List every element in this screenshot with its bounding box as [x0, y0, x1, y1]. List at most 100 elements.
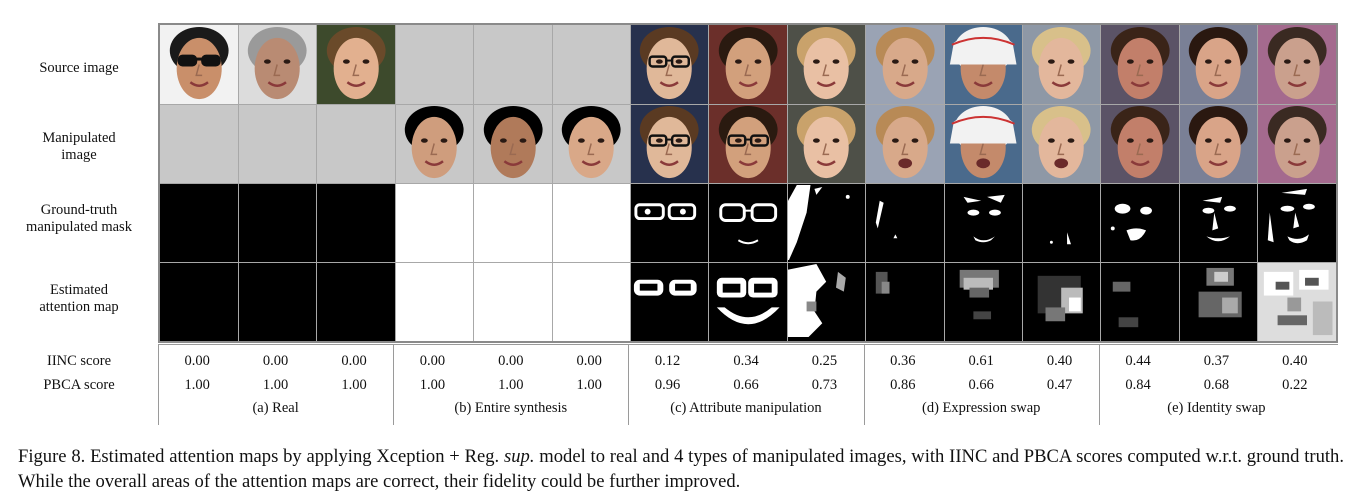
group-separator-line	[628, 345, 630, 425]
source-cell-2	[238, 25, 317, 104]
group-separator-line	[863, 345, 865, 425]
pbca-score-value: 1.00	[262, 377, 289, 393]
iinc-score-value: 0.00	[262, 353, 289, 369]
gt-mask-cell-14	[1179, 183, 1258, 262]
pbca-score-value: 0.22	[1282, 377, 1308, 393]
grid-hline	[160, 261, 1336, 263]
gt-mask-cell-12	[1022, 183, 1101, 262]
iinc-score-value: 0.44	[1125, 353, 1151, 369]
pbca-score-value: 1.00	[184, 377, 210, 393]
figure-caption: Figure 8. Estimated attention maps by ap…	[18, 444, 1344, 494]
source-cell-6	[552, 25, 631, 104]
source-cell-11	[944, 25, 1023, 104]
pbca-score-value: 1.00	[498, 377, 524, 393]
row-label-ground-truth: Ground-truth manipulated mask	[0, 202, 158, 236]
iinc-score-value: 0.00	[341, 353, 367, 369]
attention-map-cell-6	[552, 262, 631, 341]
gt-mask-cell-2	[238, 183, 317, 262]
attention-map-cell-15	[1257, 262, 1336, 341]
gt-mask-cell-1	[160, 183, 239, 262]
attention-map-cell-4	[395, 262, 474, 341]
manipulated-cell-5	[473, 104, 552, 183]
attention-map-cell-7	[630, 262, 709, 341]
attention-map-cell-12	[1022, 262, 1101, 341]
attention-map-cell-11	[944, 262, 1023, 341]
iinc-score-value: 0.36	[890, 353, 916, 369]
gt-mask-cell-11	[944, 183, 1023, 262]
grid-hline	[160, 182, 1336, 184]
source-cell-15	[1257, 25, 1336, 104]
grid-hline	[160, 103, 1336, 105]
manipulated-cell-10	[865, 104, 944, 183]
pbca-score-label: PBCA score	[43, 377, 115, 393]
pbca-score-value: 0.73	[811, 377, 838, 393]
attention-map-cell-14	[1179, 262, 1258, 341]
gt-mask-cell-6	[552, 183, 631, 262]
pbca-score-value: 0.86	[890, 377, 916, 393]
gt-mask-cell-15	[1257, 183, 1336, 262]
iinc-score-value: 0.37	[1203, 353, 1230, 369]
iinc-score-value: 0.40	[1282, 353, 1308, 369]
source-cell-12	[1022, 25, 1101, 104]
source-cell-1	[160, 25, 239, 104]
row-label-source: Source image	[0, 60, 158, 77]
caption-part1: Figure 8. Estimated attention maps by ap…	[18, 446, 504, 467]
manipulated-cell-4	[395, 104, 474, 183]
manipulated-cell-13	[1100, 104, 1180, 183]
gt-mask-cell-4	[395, 183, 474, 262]
row-label-manipulated-line1: Manipulated	[42, 130, 116, 146]
manipulated-cell-11	[944, 104, 1023, 183]
iinc-score-value: 0.12	[654, 353, 681, 369]
attention-map-cell-9	[787, 262, 866, 341]
gt-mask-cell-7	[630, 183, 709, 262]
attention-map-cell-2	[238, 262, 317, 341]
group-separator-line	[158, 345, 159, 425]
row-label-est-line2: attention map	[39, 299, 119, 315]
iinc-score-value: 0.25	[811, 353, 838, 369]
score-separator-line	[158, 344, 1338, 345]
attention-map-cell-1	[160, 262, 239, 341]
gt-mask-cell-13	[1100, 183, 1180, 262]
pbca-score-value: 0.66	[968, 377, 994, 393]
iinc-score-value: 0.00	[419, 353, 446, 369]
source-cell-9	[787, 25, 866, 104]
group-separator-line	[393, 345, 395, 425]
iinc-score-value: 0.61	[968, 353, 994, 369]
pbca-score-value: 0.68	[1203, 377, 1230, 393]
attention-map-cell-13	[1100, 262, 1180, 341]
source-cell-5	[473, 25, 552, 104]
iinc-score-label: IINC score	[46, 353, 112, 369]
manipulated-cell-7	[630, 104, 709, 183]
source-cell-3	[316, 25, 396, 104]
source-cell-8	[708, 25, 788, 104]
manipulated-cell-3	[316, 104, 396, 183]
row-label-gt-line1: Ground-truth	[40, 202, 118, 218]
source-cell-7	[630, 25, 709, 104]
source-cell-10	[865, 25, 944, 104]
gt-mask-cell-5	[473, 183, 552, 262]
row-label-gt-line2: manipulated mask	[26, 219, 132, 235]
row-label-source-text: Source image	[39, 60, 119, 76]
manipulated-cell-9	[787, 104, 866, 183]
row-label-manipulated-line2: image	[61, 147, 97, 163]
gt-mask-cell-3	[316, 183, 396, 262]
row-label-est-line1: Estimated	[50, 282, 108, 298]
attention-map-cell-10	[865, 262, 944, 341]
caption-italic: sup.	[503, 446, 535, 467]
iinc-score-value: 0.00	[184, 353, 210, 369]
row-label-manipulated: Manipulated image	[0, 130, 158, 164]
pbca-score-value: 1.00	[576, 377, 602, 393]
group-label: (a) Real	[252, 400, 299, 416]
iinc-score-value: 0.34	[733, 353, 759, 369]
gt-mask-cell-8	[708, 183, 788, 262]
source-cell-4	[395, 25, 474, 104]
attention-map-cell-3	[316, 262, 396, 341]
source-cell-13	[1100, 25, 1180, 104]
attention-map-cell-8	[708, 262, 788, 341]
pbca-score-value: 0.66	[733, 377, 759, 393]
manipulated-cell-8	[708, 104, 788, 183]
group-label: (c) Attribute manipulation	[670, 400, 822, 416]
gt-mask-cell-10	[865, 183, 944, 262]
iinc-score-value: 0.00	[576, 353, 602, 369]
attention-map-cell-5	[473, 262, 552, 341]
